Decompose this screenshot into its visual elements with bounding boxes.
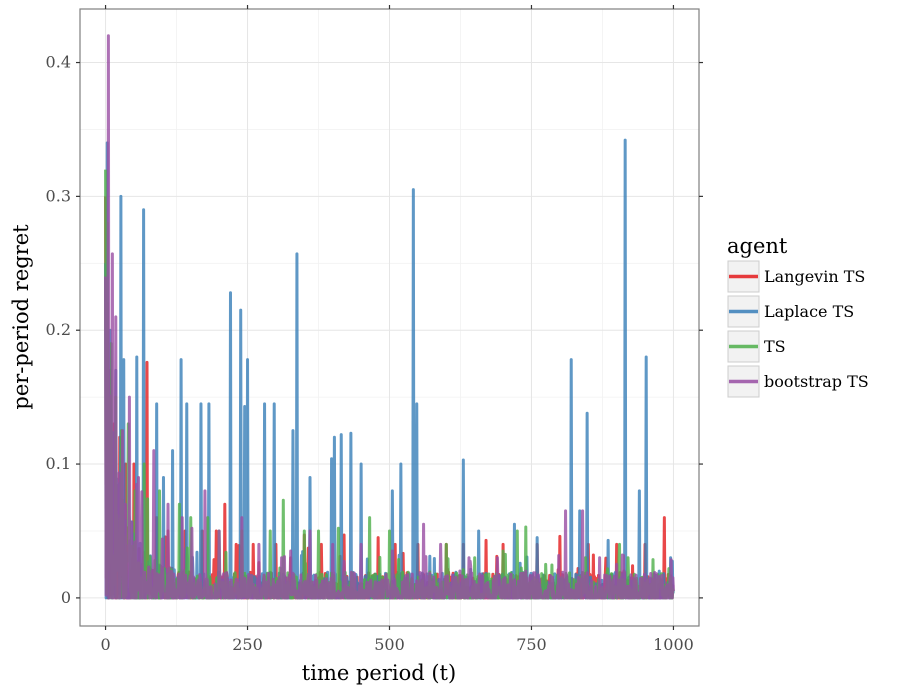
series-line-bootstrap-ts <box>104 34 675 600</box>
x-tick-label: 0 <box>100 635 110 654</box>
y-tick-label: 0.4 <box>46 53 71 72</box>
legend-label: Langevin TS <box>764 267 865 286</box>
y-tick-label: 0.1 <box>46 454 71 473</box>
x-tick-label: 500 <box>374 635 405 654</box>
legend-label: Laplace TS <box>764 302 854 321</box>
y-tick-label: 0 <box>61 588 71 607</box>
x-axis-title: time period (t) <box>302 661 456 685</box>
legend-label: TS <box>764 337 786 356</box>
legend: agent Langevin TS Laplace TS TS bootstrap T… <box>727 234 869 398</box>
axis-ticks: 0 250 500 750 1000 0 0.1 0.2 0.3 0.4 <box>46 5 703 654</box>
x-tick-label: 750 <box>516 635 547 654</box>
series-layer <box>104 34 675 600</box>
x-tick-label: 250 <box>232 635 263 654</box>
y-tick-label: 0.3 <box>46 186 71 205</box>
y-tick-label: 0.2 <box>46 320 71 339</box>
legend-label: bootstrap TS <box>764 372 869 391</box>
x-tick-label: 1000 <box>653 635 694 654</box>
legend-title: agent <box>727 234 788 258</box>
y-axis-title: per-period regret <box>9 224 33 410</box>
